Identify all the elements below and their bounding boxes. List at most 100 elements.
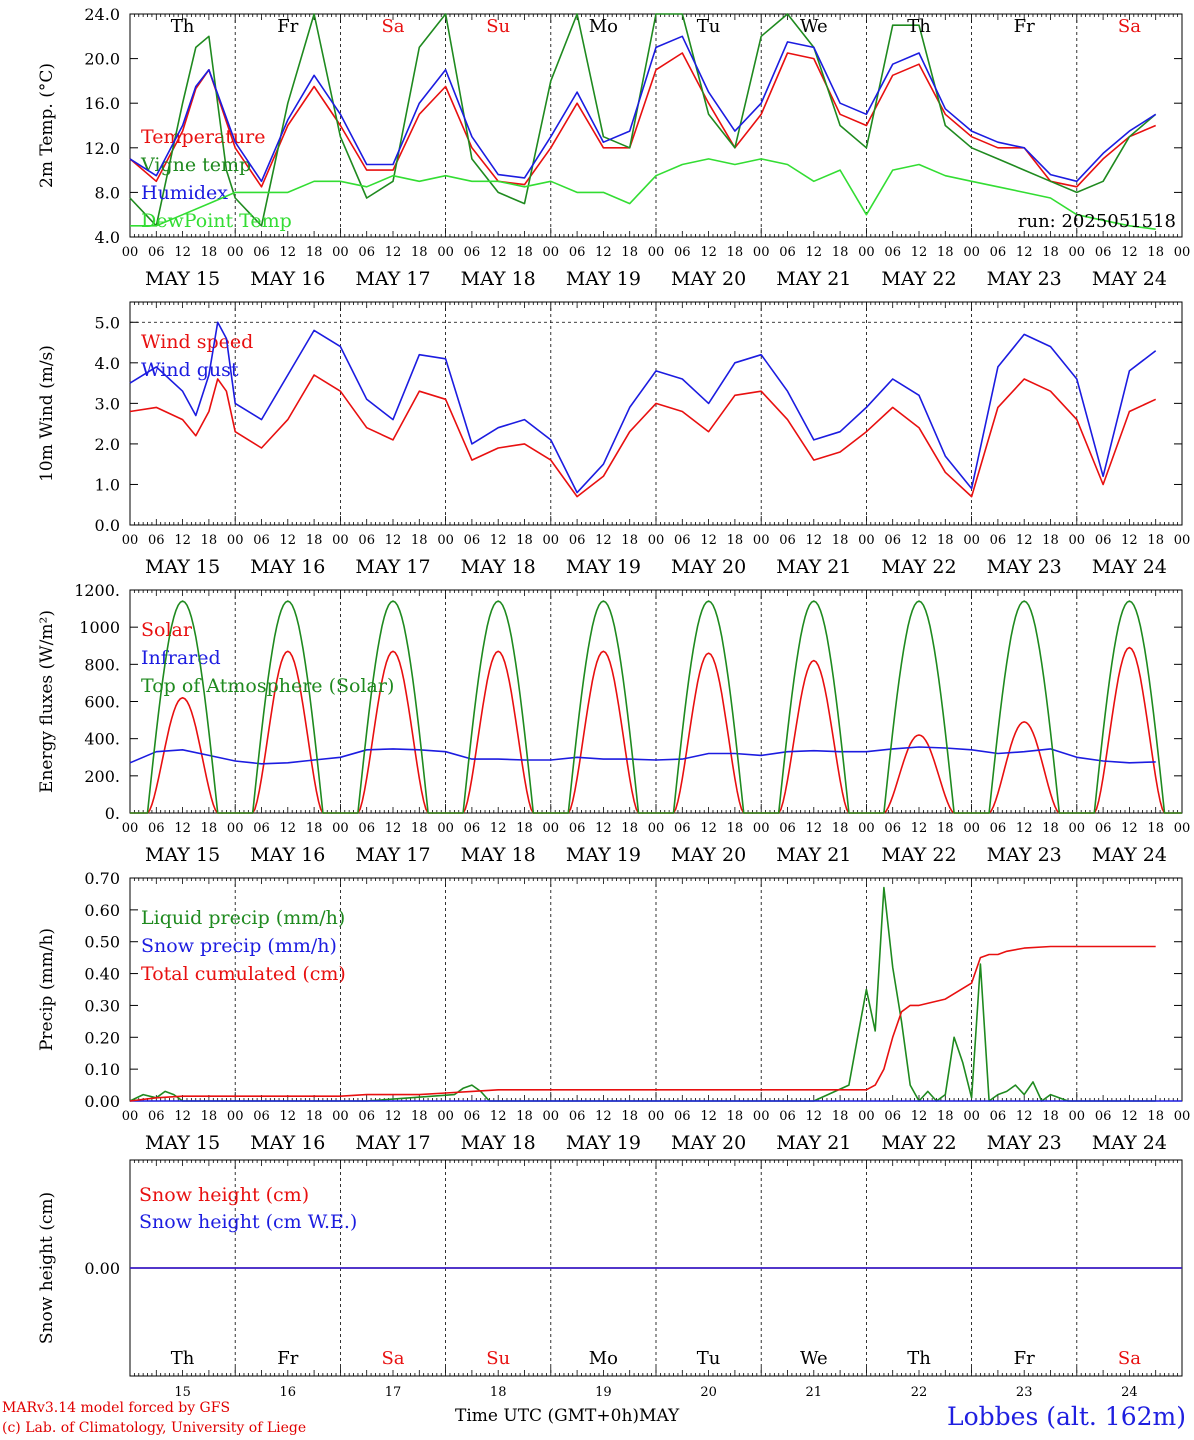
date-label: MAY 19 (566, 556, 641, 578)
series-line (129, 945, 1156, 1102)
date-label: MAY 21 (776, 844, 851, 866)
hour-label: 18 (727, 1109, 744, 1124)
y-tick-label: 400. (84, 730, 120, 749)
hour-label: 12 (490, 533, 507, 548)
y-tick-label: 200. (84, 767, 120, 786)
weekday-bottom: Th (171, 1348, 195, 1369)
y-tick-label: 800. (84, 655, 120, 674)
hour-label: 06 (464, 533, 481, 548)
hour-label: 12 (806, 821, 823, 836)
hour-label: 18 (1042, 533, 1059, 548)
y-tick-label: 0.00 (84, 1092, 120, 1111)
hour-label: 12 (1016, 245, 1033, 260)
hour-label: 00 (332, 533, 349, 548)
hour-label: 06 (884, 821, 901, 836)
date-label: MAY 24 (1092, 268, 1167, 290)
hour-label: 00 (543, 821, 560, 836)
date-label: MAY 23 (987, 844, 1062, 866)
y-tick-label: 0.70 (84, 869, 120, 888)
weekday-bottom: Fr (277, 1348, 298, 1369)
plot-frame (129, 589, 1183, 814)
hour-label: 12 (490, 245, 507, 260)
hour-label: 00 (437, 533, 454, 548)
hour-label: 18 (832, 245, 849, 260)
weekday-top: Fr (1014, 16, 1035, 37)
hour-label: 00 (332, 245, 349, 260)
legend-entry: Humidex (141, 182, 228, 204)
y-tick-label: 0.00 (84, 1259, 120, 1278)
day-number: 17 (385, 1385, 402, 1400)
hour-label: 00 (1069, 1109, 1086, 1124)
hour-label: 06 (674, 1109, 691, 1124)
hour-label: 00 (1174, 1109, 1191, 1124)
y-tick-label: 0.50 (84, 933, 120, 952)
hour-label: 00 (753, 1109, 770, 1124)
weekday-bottom: Th (907, 1348, 931, 1369)
date-label: MAY 19 (566, 844, 641, 866)
hour-label: 18 (832, 533, 849, 548)
model-credit: MARv3.14 model forced by GFS (2, 1400, 231, 1416)
hour-label: 00 (122, 245, 139, 260)
hour-label: 18 (937, 533, 954, 548)
hour-label: 18 (516, 245, 533, 260)
hour-label: 18 (1147, 1109, 1164, 1124)
hour-label: 06 (148, 245, 165, 260)
legend-entry: Infrared (141, 647, 221, 669)
y-tick-label: 600. (84, 693, 120, 712)
y-tick-label: 0.20 (84, 1028, 120, 1047)
hour-label: 00 (543, 1109, 560, 1124)
series-line (129, 13, 1157, 227)
hour-label: 00 (858, 245, 875, 260)
legend-entry: Top of Atmosphere (Solar) (141, 675, 394, 697)
hour-label: 06 (569, 245, 586, 260)
date-label: MAY 16 (250, 268, 325, 290)
y-tick-label: 0.0 (95, 516, 120, 535)
date-label: MAY 19 (566, 1132, 641, 1154)
day-number: 23 (1016, 1385, 1033, 1400)
hour-label: 18 (201, 1109, 218, 1124)
x-axis-caption: Time UTC (GMT+0h)MAY (455, 1406, 679, 1426)
date-label: MAY 18 (461, 556, 536, 578)
weekday-top: We (800, 16, 828, 37)
hour-label: 18 (516, 1109, 533, 1124)
date-label: MAY 24 (1092, 556, 1167, 578)
y-axis-label: 10m Wind (m/s) (37, 345, 57, 482)
hour-label: 06 (569, 821, 586, 836)
date-label: MAY 21 (776, 556, 851, 578)
date-label: MAY 15 (145, 268, 220, 290)
hour-label: 00 (963, 245, 980, 260)
hour-label: 18 (727, 821, 744, 836)
date-label: MAY 16 (250, 1132, 325, 1154)
hour-label: 06 (674, 245, 691, 260)
hour-label: 12 (174, 245, 191, 260)
date-label: MAY 17 (355, 844, 430, 866)
hour-label: 12 (490, 1109, 507, 1124)
series-line (129, 374, 1157, 498)
hour-label: 06 (569, 533, 586, 548)
hour-label: 12 (700, 1109, 717, 1124)
hour-label: 06 (464, 1109, 481, 1124)
weekday-top: Th (907, 16, 931, 37)
date-label: MAY 18 (461, 268, 536, 290)
date-label: MAY 17 (355, 268, 430, 290)
date-label: MAY 22 (881, 1132, 956, 1154)
day-number: 19 (595, 1385, 612, 1400)
hour-label: 06 (148, 533, 165, 548)
hour-label: 12 (1121, 821, 1138, 836)
hour-label: 12 (595, 533, 612, 548)
legend-entry: Liquid precip (mm/h) (141, 907, 345, 929)
hour-label: 12 (174, 1109, 191, 1124)
day-number: 18 (490, 1385, 507, 1400)
hour-label: 06 (1095, 245, 1112, 260)
date-label: MAY 22 (881, 844, 956, 866)
weekday-top: Th (171, 16, 195, 37)
series-line (129, 321, 1157, 494)
hour-label: 06 (990, 1109, 1007, 1124)
y-tick-label: 24.0 (84, 5, 120, 24)
weekday-bottom: Mo (589, 1348, 618, 1369)
hour-label: 18 (937, 1109, 954, 1124)
hour-label: 00 (648, 245, 665, 260)
y-axis-label: 2m Temp. (°C) (37, 63, 57, 188)
hour-label: 00 (227, 821, 244, 836)
